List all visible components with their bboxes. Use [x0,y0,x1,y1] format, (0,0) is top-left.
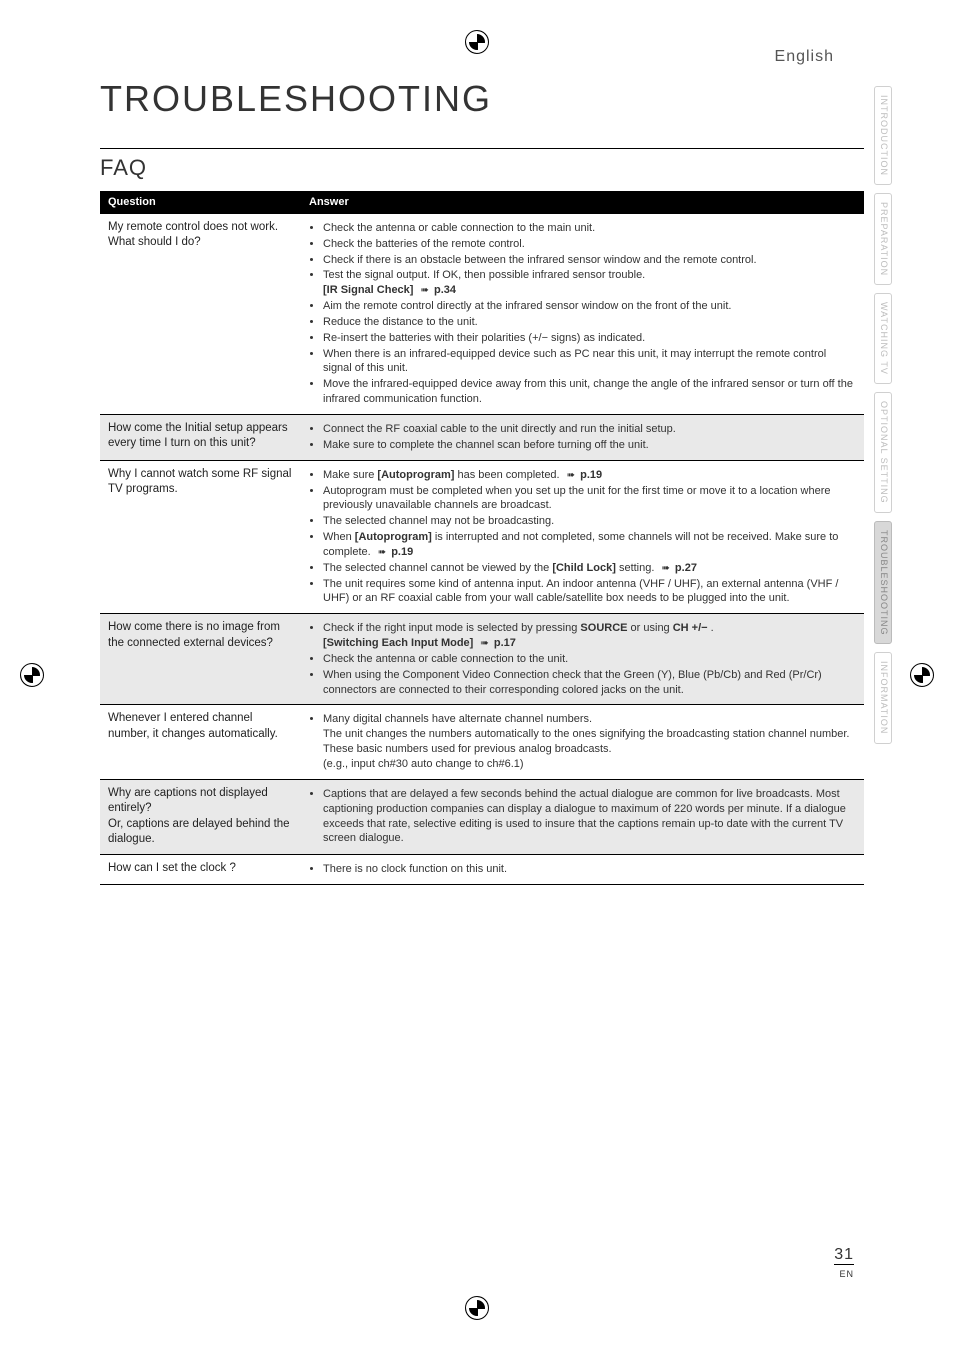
registration-mark-bottom [465,1296,489,1320]
registration-mark-top [465,30,489,54]
registration-mark-left [20,663,44,687]
answer-cell: Check the antenna or cable connection to… [301,214,864,415]
side-tab[interactable]: WATCHING TV [874,293,892,384]
question-cell: Why I cannot watch some RF signal TV pro… [100,460,301,614]
side-tab[interactable]: OPTIONAL SETTING [874,392,892,513]
side-tab[interactable]: INFORMATION [874,652,892,743]
table-row: How come the Initial setup appears every… [100,414,864,460]
section-heading: FAQ [100,148,864,181]
answer-cell: Connect the RF coaxial cable to the unit… [301,414,864,460]
table-row: How can I set the clock ?There is no clo… [100,854,864,884]
question-cell: Whenever I entered channel number, it ch… [100,705,301,779]
side-tab[interactable]: TROUBLESHOOTING [874,521,892,645]
question-cell: Why are captions not displayed entirely?… [100,779,301,854]
page-title: TROUBLESHOOTING [100,78,864,120]
answer-cell: Captions that are delayed a few seconds … [301,779,864,854]
side-tab[interactable]: INTRODUCTION [874,86,892,185]
table-row: Why I cannot watch some RF signal TV pro… [100,460,864,614]
table-row: Why are captions not displayed entirely?… [100,779,864,854]
page: English TROUBLESHOOTING FAQ Question Ans… [0,0,954,1350]
page-number: 31 EN [834,1246,854,1280]
question-cell: How can I set the clock ? [100,854,301,884]
faq-table: Question Answer My remote control does n… [100,191,864,885]
answer-cell: Make sure [Autoprogram] has been complet… [301,460,864,614]
side-tab[interactable]: PREPARATION [874,193,892,285]
table-row: Whenever I entered channel number, it ch… [100,705,864,779]
question-cell: How come the Initial setup appears every… [100,414,301,460]
table-row: My remote control does not work.What sho… [100,214,864,415]
page-number-value: 31 [834,1246,854,1265]
side-tabs: INTRODUCTION PREPARATION WATCHING TV OPTION… [874,86,892,744]
registration-mark-right [910,663,934,687]
question-cell: How come there is no image from the conn… [100,614,301,705]
col-answer: Answer [301,191,864,214]
question-cell: My remote control does not work.What sho… [100,214,301,415]
page-number-lang: EN [839,1269,854,1279]
table-row: How come there is no image from the conn… [100,614,864,705]
answer-cell: Many digital channels have alternate cha… [301,705,864,779]
language-label: English [775,48,834,66]
answer-cell: There is no clock function on this unit. [301,854,864,884]
answer-cell: Check if the right input mode is selecte… [301,614,864,705]
col-question: Question [100,191,301,214]
